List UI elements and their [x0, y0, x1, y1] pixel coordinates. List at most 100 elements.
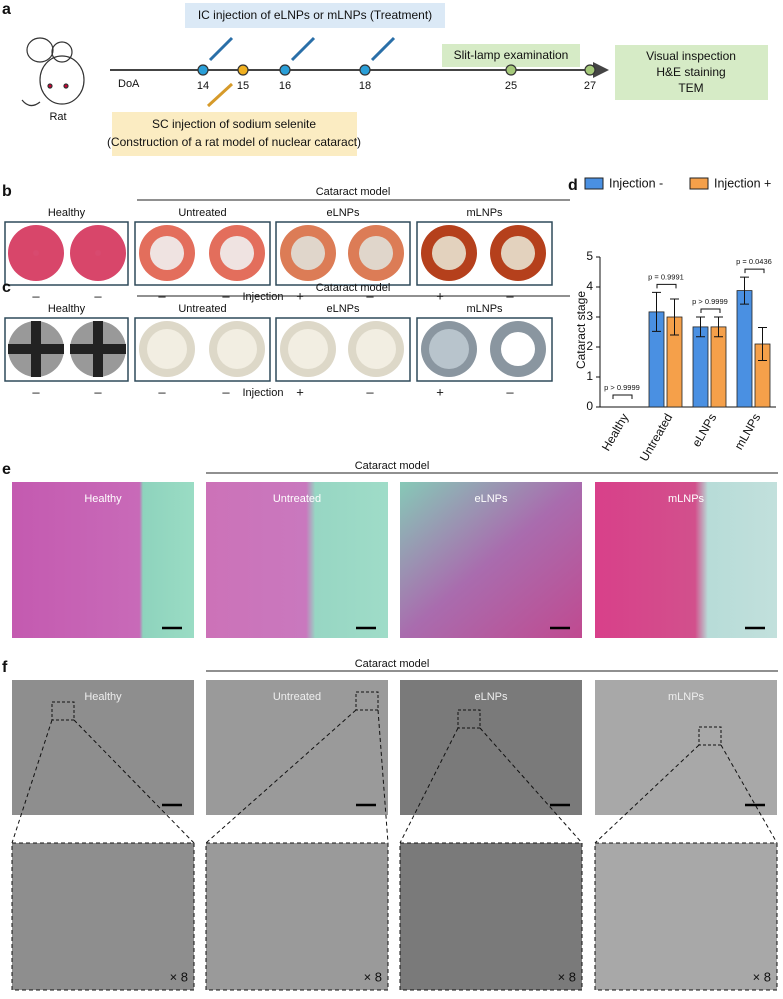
lens-core [147, 329, 187, 369]
eye-lens [359, 236, 393, 270]
eye-lens [33, 250, 39, 256]
group-label: eLNPs [326, 303, 360, 315]
panel-label: c [2, 279, 11, 296]
photo-frame [134, 317, 271, 382]
injection-sign: – [158, 384, 166, 399]
injection-sign: + [296, 384, 304, 399]
tem-zoom [205, 842, 389, 991]
image-label: mLNPs [668, 691, 705, 703]
he-micrograph [400, 482, 582, 638]
group-label: Healthy [48, 303, 86, 315]
eye-lens [432, 236, 466, 270]
tem-zoom [11, 842, 195, 991]
group-header: Cataract model [316, 186, 391, 198]
zoom-region [698, 726, 722, 746]
zoom-lines [205, 709, 389, 844]
p-value: p > 0.9999 [692, 297, 728, 306]
zoom-lines [399, 727, 583, 844]
endpoint-box [615, 45, 768, 100]
eye-lens [150, 236, 184, 270]
eye-lens [220, 236, 254, 270]
error-bar [714, 316, 723, 338]
x-tick-label: eLNPs [689, 411, 719, 449]
syringes [206, 36, 396, 108]
tem-image [400, 680, 582, 815]
zoom-region [355, 691, 379, 711]
timepoint [359, 64, 371, 76]
zoom-lines [11, 719, 195, 844]
error-bar [670, 298, 679, 336]
endpoint-text: H&E staining [656, 65, 725, 79]
endpoint-text: Visual inspection [646, 49, 736, 63]
slit-box [442, 44, 580, 67]
error-bar [696, 316, 705, 338]
day-label: 25 [505, 80, 517, 92]
group-label: mLNPs [466, 303, 503, 315]
image-label: eLNPs [474, 691, 508, 703]
lens-cross [31, 321, 41, 377]
lens-core [217, 329, 257, 369]
group-label: Untreated [178, 303, 226, 315]
legend-swatch [584, 177, 604, 190]
significance-bracket [700, 308, 721, 313]
panel-label: d [568, 177, 578, 194]
p-value: p = 0.9991 [648, 272, 684, 281]
x-tick-label: mLNPs [732, 411, 764, 452]
panel-label: a [2, 1, 11, 18]
group-label: eLNPs [326, 207, 360, 219]
timepoint [197, 64, 209, 76]
photo-frame [4, 221, 129, 286]
day-label: 15 [237, 80, 249, 92]
model-text: (Construction of a rat model of nuclear … [107, 135, 361, 149]
injection-sign: – [366, 384, 374, 399]
rat-icon [21, 37, 85, 107]
timepoint [584, 64, 596, 76]
injection-sign: – [32, 384, 40, 399]
photo-frame [416, 221, 553, 286]
zoom-lines [594, 744, 778, 844]
lens-core [429, 329, 469, 369]
image-label: Untreated [273, 691, 321, 703]
group-label: Untreated [178, 207, 226, 219]
day-label: 27 [584, 80, 596, 92]
injection-label: Injection [243, 387, 284, 399]
lens-core [356, 329, 396, 369]
lens-cross [93, 321, 103, 377]
image-label: mLNPs [668, 493, 705, 505]
x-tick-label: Untreated [637, 411, 675, 464]
magnification: × 8 [753, 969, 771, 984]
endpoint-text: TEM [678, 81, 703, 95]
image-label: Healthy [84, 493, 122, 505]
significance-bracket [744, 268, 765, 274]
error-bar [652, 291, 661, 332]
group-header: Cataract model [355, 460, 430, 472]
photo-frame [416, 317, 553, 382]
axis-label: DoA [118, 78, 140, 90]
tem-image [12, 680, 194, 815]
slit-text: Slit-lamp examination [454, 48, 569, 62]
eye-lens [501, 236, 535, 270]
he-micrograph [206, 482, 388, 638]
panel-label: b [2, 183, 12, 200]
p-value: p = 0.0436 [736, 257, 772, 266]
group-label: mLNPs [466, 207, 503, 219]
image-label: Untreated [273, 493, 321, 505]
group-header: Cataract model [355, 658, 430, 670]
injection-label: Injection [243, 291, 284, 303]
injection-sign: – [94, 288, 102, 303]
bar [710, 326, 727, 408]
panel-label: e [2, 461, 11, 478]
lens-core [288, 329, 328, 369]
animal-label: Rat [49, 111, 66, 123]
legend-swatch [689, 177, 709, 190]
injection-sign: – [506, 384, 514, 399]
day-label: 18 [359, 80, 371, 92]
timepoint [279, 64, 291, 76]
bar [692, 326, 709, 408]
zoom-region [457, 709, 481, 729]
y-tick-label: 1 [586, 369, 593, 383]
error-bar [740, 276, 749, 305]
injection-sign: – [222, 384, 230, 399]
y-tick-label: 4 [586, 279, 593, 293]
